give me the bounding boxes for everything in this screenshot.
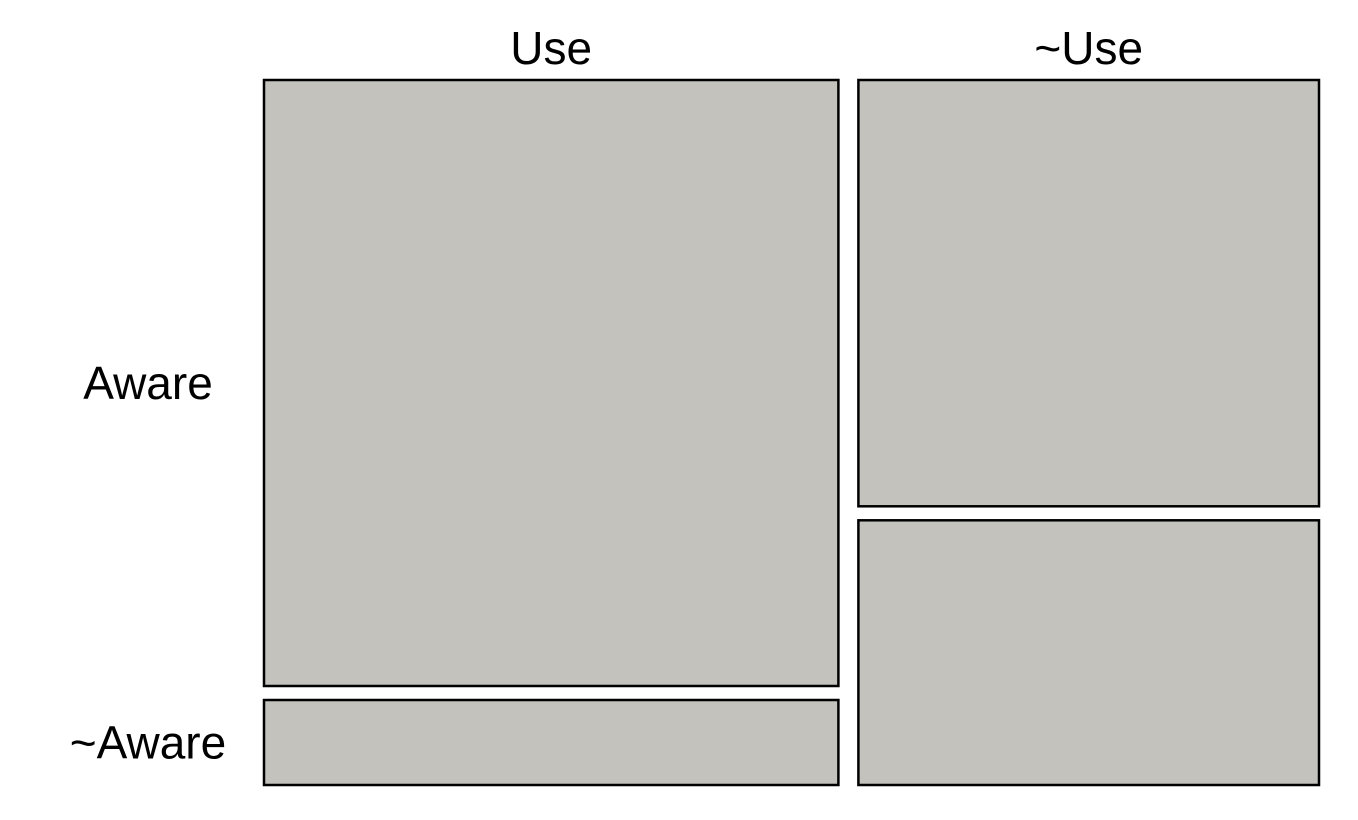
tile-use-aware <box>262 78 840 688</box>
tile-not-use-not-aware <box>857 519 1321 787</box>
column-label-use: Use <box>510 22 592 74</box>
row-label-aware: Aware <box>83 357 213 409</box>
tile-not-use-aware <box>857 78 1321 508</box>
mosaic-labels: Use ~Use Aware ~Aware <box>70 22 1143 769</box>
tile-use-not-aware <box>262 698 840 787</box>
row-label-not-aware: ~Aware <box>70 717 226 769</box>
column-label-not-use: ~Use <box>1034 22 1143 74</box>
mosaic-tiles <box>262 78 1321 787</box>
